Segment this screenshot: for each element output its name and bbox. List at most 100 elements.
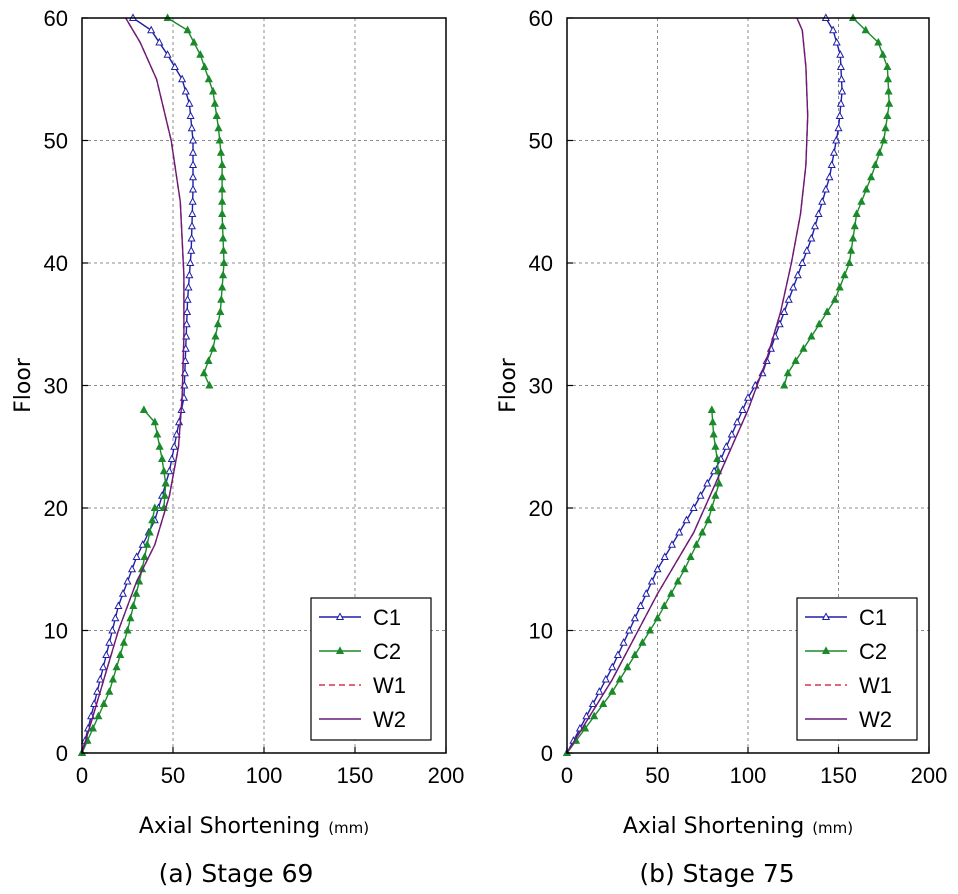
series-c2-point — [707, 405, 716, 414]
series-c2-point — [218, 209, 227, 218]
series-c2-point — [711, 442, 720, 450]
series-c2-point — [623, 662, 632, 671]
series-c1-point — [178, 74, 187, 83]
legend-marker-c2 — [335, 646, 345, 655]
series-c2-point — [713, 454, 722, 463]
series-c1-point — [775, 319, 784, 328]
series-c1-point — [660, 552, 669, 561]
x-tick-label: 100 — [730, 763, 767, 788]
series-c2-point — [214, 123, 223, 132]
series-c1-point — [636, 601, 645, 610]
series-c2-point — [204, 74, 213, 83]
series-c1-point — [653, 564, 662, 573]
series-c2-point — [871, 160, 880, 169]
series-c2-point — [218, 184, 227, 193]
series-c2-point — [590, 711, 599, 720]
series-c2-point — [99, 699, 108, 708]
series-c2-point — [129, 601, 138, 610]
series-c2-point — [875, 148, 884, 156]
series-c1-point — [187, 233, 196, 242]
series-c1-point — [703, 478, 712, 487]
y-tick-label: 10 — [44, 619, 68, 644]
series-c2-point — [708, 417, 717, 426]
series-c2-point — [218, 282, 227, 291]
series-c2-point — [218, 160, 227, 169]
x-tick-label: 0 — [76, 763, 88, 788]
series-c2-point — [126, 613, 135, 622]
series-c1-point — [696, 491, 705, 499]
series-c2-point — [862, 184, 871, 193]
series-c2-point — [219, 258, 229, 267]
series-c2-point — [199, 368, 209, 377]
series-c2-point — [686, 552, 695, 561]
series-c1-point — [722, 442, 731, 450]
series-c1-point — [837, 74, 846, 83]
panel-a-caption: (a) Stage 69 — [159, 859, 314, 888]
series-c2-point — [143, 540, 152, 548]
series-c2-point — [215, 135, 224, 144]
x-axis-title-text: Axial Shortening — [139, 814, 320, 839]
series-c2-point — [840, 270, 849, 279]
series-c2-point — [218, 197, 227, 205]
y-tick-label: 0 — [541, 741, 553, 766]
series-c2-point — [799, 344, 808, 352]
series-c2-point — [711, 491, 720, 499]
legend-label-c1: C1 — [373, 605, 401, 630]
series-c2-point — [161, 478, 170, 487]
series-c1-point — [625, 625, 634, 634]
series-c1-point — [789, 282, 798, 291]
series-c2-point — [673, 576, 682, 585]
series-c2-point — [208, 344, 218, 352]
x-axis-title: Axial Shortening (mm) — [623, 814, 853, 839]
series-c1-point — [630, 613, 639, 622]
series-c1-point — [187, 123, 196, 132]
series-c2-point — [653, 613, 662, 622]
series-c2-point — [183, 25, 192, 34]
series-c1-point — [780, 307, 789, 316]
series-c1-point — [647, 576, 656, 585]
series-c2-point — [105, 687, 114, 695]
series-c2-point — [879, 135, 888, 144]
series-c1-point — [188, 135, 198, 144]
series-c2-point — [850, 221, 859, 230]
series-c1-point — [836, 62, 845, 71]
y-tick-label: 60 — [529, 6, 553, 31]
series-c2-point — [208, 86, 218, 95]
y-tick-label: 40 — [44, 251, 68, 276]
series-c1-point — [835, 111, 844, 120]
series-c1-point — [183, 295, 192, 303]
series-c2-point — [815, 319, 824, 328]
series-c1-point — [727, 429, 736, 438]
x-tick-label: 50 — [161, 763, 185, 788]
series-c1-point — [102, 650, 111, 659]
y-axis-title: Floor — [11, 357, 36, 413]
series-c1-point — [793, 270, 802, 279]
x-tick-label: 50 — [645, 763, 669, 788]
series-c1-point — [184, 282, 193, 291]
series-c2-point — [830, 295, 839, 303]
series-c2-point — [709, 429, 718, 438]
panel-a-legend: C1 C2 W1 W2 — [310, 597, 432, 741]
series-c1-point — [827, 160, 836, 169]
series-c1-point — [608, 662, 617, 671]
legend-label-c2: C2 — [859, 639, 887, 664]
series-c2-point — [153, 429, 162, 438]
series-c2-point — [599, 699, 608, 708]
series-c1-point — [163, 50, 172, 58]
series-c1-point — [187, 221, 196, 230]
legend-label-w2: W2 — [859, 707, 892, 732]
series-c2-point — [835, 282, 844, 291]
legend-marker-c1 — [821, 612, 831, 621]
series-c1-point — [186, 111, 195, 120]
series-c2-point — [883, 74, 893, 83]
series-c1-point — [642, 589, 651, 597]
series-w2-line — [566, 17, 809, 754]
x-axis-unit: (mm) — [812, 819, 853, 837]
series-c1-point — [93, 687, 102, 695]
series-c1-point — [188, 209, 197, 218]
legend-label-w1: W1 — [373, 673, 406, 698]
series-c2-point — [196, 50, 205, 58]
series-c2-point — [857, 197, 866, 205]
series-c1-point — [595, 687, 604, 695]
